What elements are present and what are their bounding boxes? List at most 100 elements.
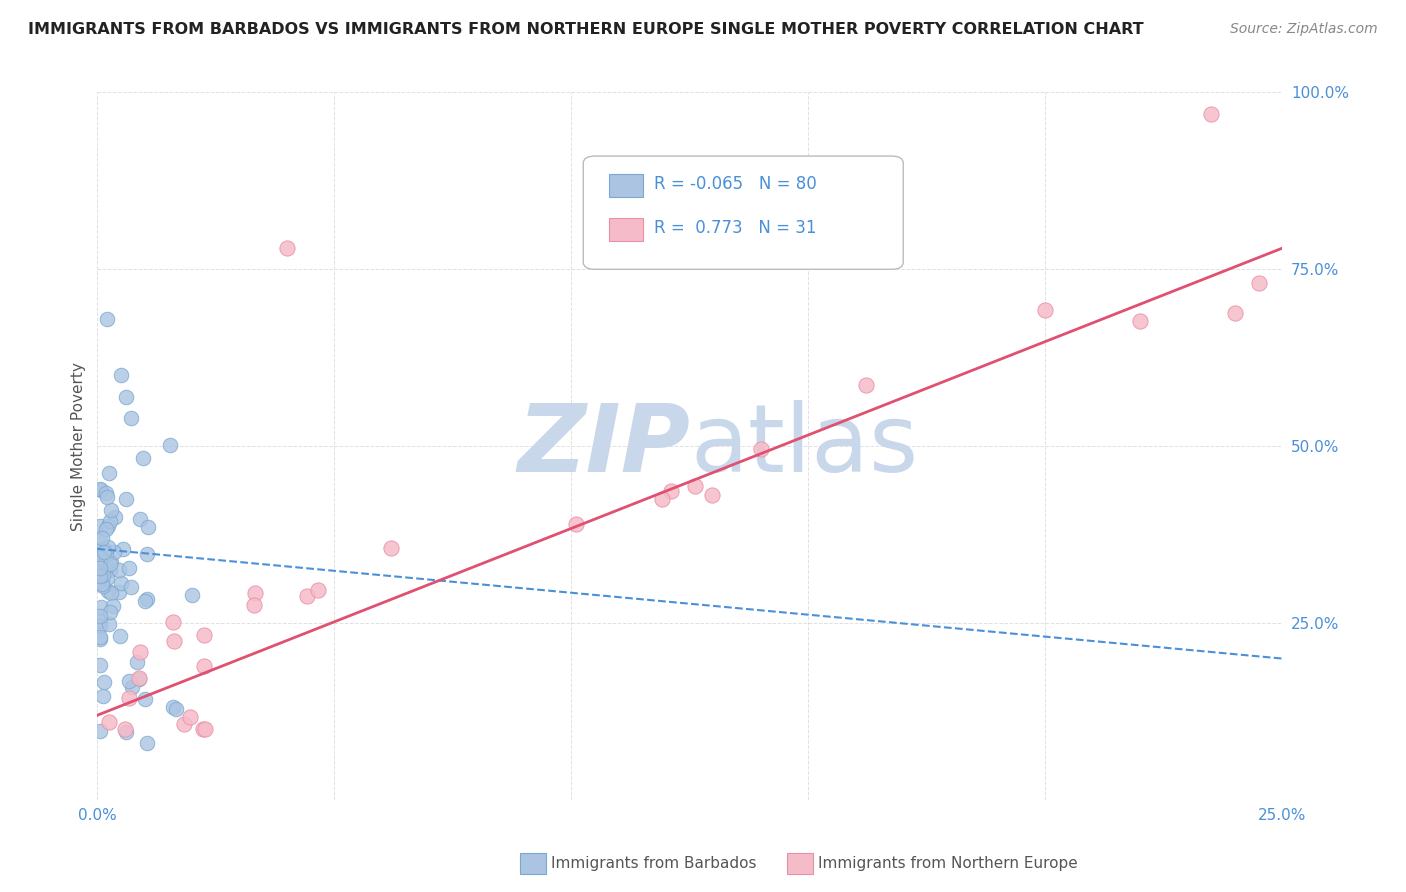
Text: atlas: atlas (690, 401, 918, 492)
Point (89, 632, 111, 646)
Point (132, 451, 155, 466)
Point (89, 619, 111, 633)
Point (749, 442, 772, 456)
Point (114, 390, 136, 404)
Point (700, 488, 723, 502)
Point (98, 514, 121, 528)
Point (181, 588, 204, 602)
Point (129, 645, 152, 659)
Point (89, 630, 111, 644)
Point (98, 557, 121, 571)
Text: R = -0.065   N = 80: R = -0.065 N = 80 (654, 176, 817, 194)
Point (128, 672, 150, 686)
Point (96, 311, 118, 326)
Point (97, 617, 120, 632)
Point (90, 531, 112, 545)
Point (111, 541, 134, 556)
Point (380, 541, 402, 555)
Point (97, 519, 120, 533)
Point (165, 702, 187, 716)
Point (103, 545, 125, 559)
Point (100, 503, 122, 517)
FancyBboxPatch shape (583, 156, 903, 269)
Point (276, 241, 298, 255)
Point (136, 591, 159, 606)
Point (108, 585, 131, 599)
Point (89, 561, 111, 575)
Point (89, 569, 111, 583)
Point (96, 490, 118, 504)
Point (661, 483, 683, 498)
Point (173, 717, 195, 731)
Point (191, 723, 214, 737)
Point (89, 541, 111, 556)
Point (100, 586, 122, 600)
Text: Immigrants from Northern Europe: Immigrants from Northern Europe (818, 856, 1078, 871)
Point (89, 543, 111, 558)
Point (118, 673, 141, 688)
Point (1223, 305, 1246, 319)
Point (94, 547, 117, 561)
Point (855, 378, 877, 392)
Point (97, 466, 120, 480)
Point (91, 690, 114, 704)
Point (110, 575, 132, 590)
Point (135, 736, 157, 750)
Point (1201, 106, 1223, 120)
Point (162, 700, 184, 714)
Point (101, 599, 124, 614)
Text: IMMIGRANTS FROM BARBADOS VS IMMIGRANTS FROM NORTHERN EUROPE SINGLE MOTHER POVERT: IMMIGRANTS FROM BARBADOS VS IMMIGRANTS F… (28, 22, 1143, 37)
Point (295, 589, 318, 603)
Point (163, 634, 186, 648)
Point (127, 655, 149, 669)
Point (159, 437, 181, 451)
Point (683, 479, 706, 493)
Point (97, 540, 120, 554)
Point (90, 576, 112, 591)
Point (128, 511, 150, 525)
Point (93, 541, 115, 556)
Point (94, 486, 117, 500)
Point (110, 368, 132, 383)
Point (128, 671, 150, 685)
Point (136, 547, 159, 561)
Point (89, 599, 111, 614)
Point (121, 680, 143, 694)
Point (162, 615, 184, 630)
Point (107, 563, 129, 577)
Point (90, 483, 112, 498)
Point (136, 520, 159, 534)
Text: ZIP: ZIP (517, 401, 690, 492)
Point (93, 675, 115, 690)
Bar (609, 175, 643, 197)
Point (89, 615, 111, 629)
Point (243, 598, 266, 612)
Point (91, 567, 114, 582)
Point (307, 582, 329, 597)
Point (91, 579, 114, 593)
Point (89, 608, 111, 623)
Point (1247, 276, 1270, 290)
Point (100, 555, 122, 569)
Point (651, 491, 673, 506)
Point (108, 629, 131, 643)
Point (89, 534, 111, 549)
Point (98, 605, 121, 619)
Point (565, 517, 588, 532)
Text: Immigrants from Barbados: Immigrants from Barbados (551, 856, 756, 871)
Y-axis label: Single Mother Poverty: Single Mother Poverty (72, 362, 86, 531)
Point (100, 563, 122, 577)
Point (193, 659, 215, 673)
Text: R =  0.773   N = 31: R = 0.773 N = 31 (654, 219, 817, 237)
Point (89, 723, 111, 738)
Point (179, 710, 201, 724)
Point (120, 411, 142, 425)
Point (1035, 303, 1057, 318)
Point (118, 561, 141, 575)
Point (114, 723, 136, 737)
Point (98, 715, 121, 730)
Point (134, 594, 156, 608)
Point (91, 574, 114, 589)
Point (121, 581, 143, 595)
Point (118, 691, 141, 706)
